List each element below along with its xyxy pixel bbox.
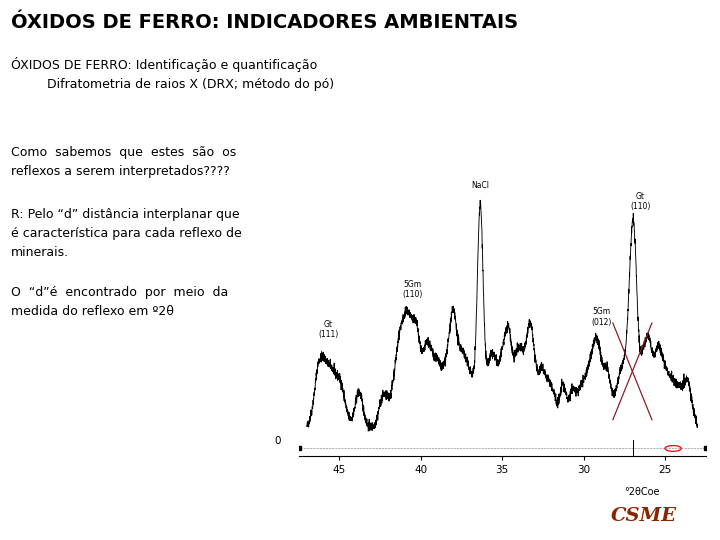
Text: Gt
(110): Gt (110) <box>630 192 651 212</box>
Text: NaCl: NaCl <box>471 181 489 190</box>
Text: ÓXIDOS DE FERRO: INDICADORES AMBIENTAIS: ÓXIDOS DE FERRO: INDICADORES AMBIENTAIS <box>11 14 518 32</box>
Text: CSME: CSME <box>611 507 678 525</box>
Text: 0: 0 <box>274 436 281 446</box>
Text: °2θCoe: °2θCoe <box>624 487 660 497</box>
Text: R: Pelo “d” distância interplanar que
é característica para cada reflexo de
mine: R: Pelo “d” distância interplanar que é … <box>11 208 241 259</box>
Text: Como  sabemos  que  estes  são  os
reflexos a serem interpretados????: Como sabemos que estes são os reflexos a… <box>11 146 236 178</box>
Text: Difratometria de raios X (DRX; método do pó): Difratometria de raios X (DRX; método do… <box>47 78 334 91</box>
Text: Gt
(111): Gt (111) <box>318 320 338 339</box>
Text: ÓXIDOS DE FERRO: Identificação e quantificação: ÓXIDOS DE FERRO: Identificação e quantif… <box>11 57 317 72</box>
Text: 5Gm
(012): 5Gm (012) <box>591 307 612 327</box>
Text: O  “d”é  encontrado  por  meio  da
medida do reflexo em º2θ: O “d”é encontrado por meio da medida do … <box>11 286 228 318</box>
Text: 5Gm
(110): 5Gm (110) <box>402 280 423 299</box>
